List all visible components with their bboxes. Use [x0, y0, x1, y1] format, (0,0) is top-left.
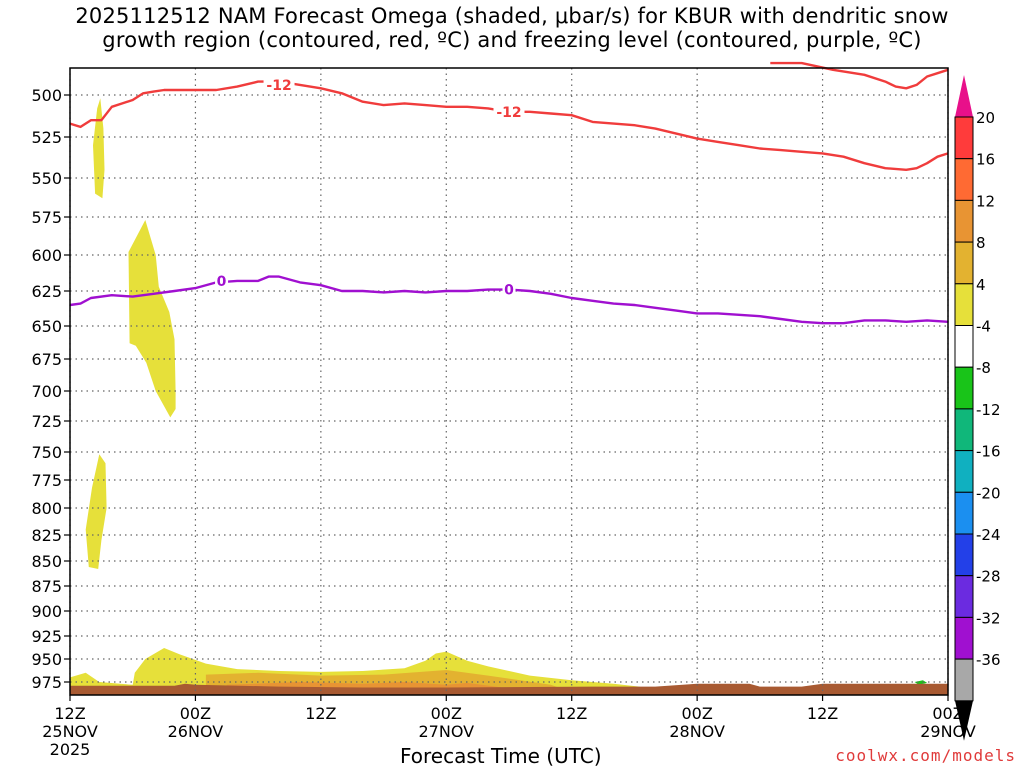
colorbar-label-6: -8	[976, 359, 991, 377]
x-tick-date-60: 28NOV	[669, 722, 725, 741]
colorbar-label-2: 12	[976, 192, 995, 210]
chart-title-line1: 2025112512 NAM Forecast Omega (shaded, μ…	[75, 4, 949, 28]
y-tick-label-800: 800	[31, 499, 62, 518]
y-tick-label-575: 575	[31, 208, 62, 227]
colorbar-label-11: -28	[976, 568, 1001, 586]
terrain-layer	[70, 683, 948, 695]
x-tick-date-12: 26NOV	[168, 722, 224, 741]
omega-region-1	[128, 220, 176, 418]
contour-layer: -12 -12 0 0	[69, 61, 949, 325]
colorbar-swatch-4	[954, 283, 974, 326]
colorbar-label-3: 8	[976, 234, 986, 252]
omega-region-2	[85, 454, 107, 569]
x-tick-label-0: 12Z	[54, 704, 85, 723]
x-tick-label-84: 00Z	[932, 704, 963, 723]
colorbar-label-5: -4	[976, 318, 991, 336]
credit-link[interactable]: coolwx.com/models	[835, 746, 1016, 765]
x-axis-title: Forecast Time (UTC)	[400, 744, 602, 768]
y-tick-label-975: 975	[31, 673, 62, 692]
x-tick-label-36: 00Z	[431, 704, 462, 723]
colorbar-swatch-5	[954, 325, 974, 368]
y-tick-label-750: 750	[31, 443, 62, 462]
chart-title: 2025112512 NAM Forecast Omega (shaded, μ…	[0, 4, 1024, 52]
chart-title-line2: growth region (contoured, red, ºC) and f…	[102, 28, 922, 52]
y-tick-label-900: 900	[31, 602, 62, 621]
terrain-surface	[70, 683, 948, 695]
colorbar-swatch-0	[954, 116, 974, 160]
y-tick-label-600: 600	[31, 246, 62, 265]
y-tick-label-875: 875	[31, 577, 62, 596]
colorbar-swatch-8	[954, 450, 974, 493]
colorbar-label-13: -36	[976, 651, 1001, 669]
y-tick-label-550: 550	[31, 169, 62, 188]
colorbar-swatch-10	[954, 533, 974, 577]
omega-region-6	[914, 680, 928, 685]
contour-label-bg-2-0	[215, 272, 229, 289]
y-tick-label-850: 850	[31, 552, 62, 571]
omega-region-0	[93, 98, 105, 199]
colorbar-swatch-11	[954, 575, 974, 618]
y-tick-label-525: 525	[31, 128, 62, 147]
colorbar-swatch-3	[954, 241, 974, 285]
contour-line-2	[69, 275, 949, 325]
omega-shading-layer	[70, 98, 928, 691]
colorbar-label-12: -32	[976, 609, 1001, 627]
colorbar-swatch-13	[954, 658, 974, 702]
y-tick-label-625: 625	[31, 282, 62, 301]
grid-layer	[69, 68, 949, 695]
colorbar: 20 16 12 8 4 -4 -8 -12 -16 -20 -24 -28 -32 -36	[954, 75, 1001, 741]
y-tick-label-500: 500	[31, 86, 62, 105]
colorbar-label-7: -12	[976, 401, 1001, 419]
colorbar-label-9: -20	[976, 484, 1001, 502]
y-tick-label-700: 700	[31, 382, 62, 401]
contour-label-2-0: 0	[217, 274, 227, 290]
x-year-label: 2025	[50, 740, 91, 759]
y-tick-label-675: 675	[31, 350, 62, 369]
colorbar-swatch-7	[954, 408, 974, 452]
contour-label-bg-2-1	[502, 281, 516, 298]
colorbar-swatch-6	[954, 366, 974, 410]
contour-label-bg-0-1	[493, 103, 525, 120]
contour-label-2-1: 0	[504, 283, 514, 299]
x-tick-date-36: 27NOV	[418, 722, 474, 741]
x-tick-date-0: 25NOV	[42, 722, 98, 741]
y-tick-label-825: 825	[31, 526, 62, 545]
x-tick-label-60: 00Z	[681, 704, 712, 723]
colorbar-label-4: 4	[976, 276, 986, 294]
colorbar-bottom-arrow	[955, 700, 973, 741]
colorbar-swatch-1	[954, 158, 974, 201]
y-tick-label-925: 925	[31, 627, 62, 646]
x-tick-label-72: 12Z	[807, 704, 838, 723]
plot-frame	[69, 67, 949, 696]
contour-label-bg-0-0	[263, 76, 295, 93]
colorbar-label-0: 20	[976, 109, 995, 127]
axes-layer: 500 525 550 575 600 625 650 675 700 725 750 775 800 8…	[31, 67, 976, 759]
x-tick-label-12: 00Z	[180, 704, 211, 723]
colorbar-label-10: -24	[976, 526, 1001, 544]
contour-label-0-0: -12	[266, 78, 291, 94]
x-tick-label-24: 12Z	[305, 704, 336, 723]
y-tick-label-650: 650	[31, 317, 62, 336]
colorbar-top-arrow	[955, 75, 973, 117]
y-tick-label-725: 725	[31, 412, 62, 431]
contour-label-0-1: -12	[496, 105, 521, 121]
colorbar-label-1: 16	[976, 151, 995, 169]
y-tick-label-950: 950	[31, 650, 62, 669]
y-tick-label-775: 775	[31, 471, 62, 490]
colorbar-swatch-9	[954, 491, 974, 535]
x-tick-label-48: 12Z	[556, 704, 587, 723]
colorbar-swatch-2	[954, 199, 974, 243]
contour-line-1	[770, 61, 949, 90]
colorbar-swatch-12	[954, 616, 974, 660]
contour-line-0	[69, 80, 949, 171]
colorbar-label-8: -16	[976, 443, 1001, 461]
